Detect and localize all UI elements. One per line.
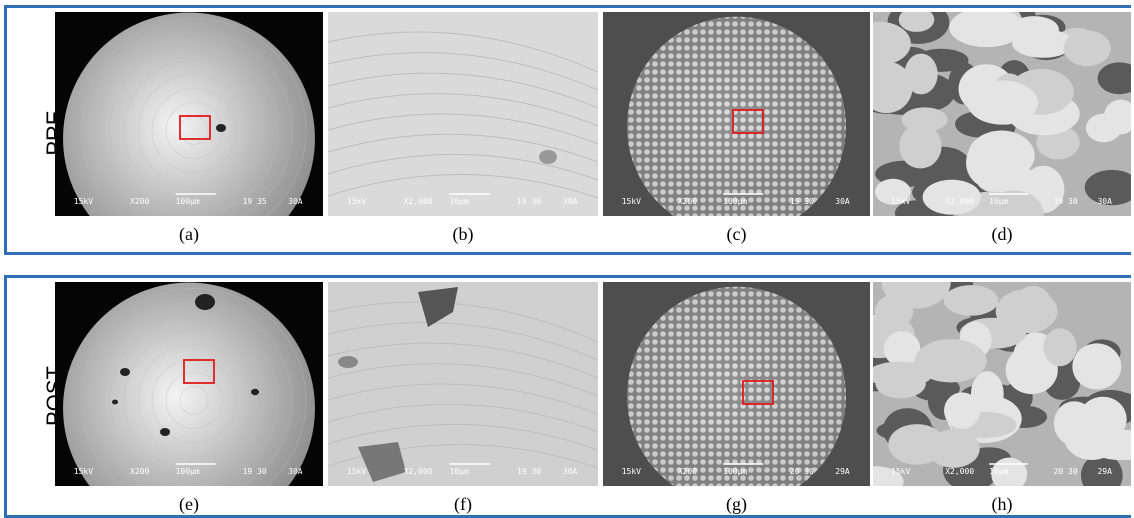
ridge: [944, 392, 980, 429]
overlay-text: X200: [130, 467, 149, 476]
overlay-text: X2,000: [945, 467, 974, 476]
overlay-text: 30A: [288, 197, 303, 206]
sem-image: 15kV X200 100µm 19 30 30A: [55, 282, 323, 486]
overlay-text: X2,000: [945, 197, 974, 206]
ridge: [884, 331, 920, 367]
sem-image: 15kV X2,000 10µm 19 30 30A: [328, 282, 598, 486]
overlay-text: 30A: [563, 197, 578, 206]
overlay-text: 19 30: [517, 467, 541, 476]
ridge: [915, 339, 987, 382]
caption: (d): [873, 224, 1131, 245]
overlay-text: 30A: [563, 467, 578, 476]
caption: (f): [328, 494, 598, 515]
overlay-text: 19 30: [517, 197, 541, 206]
overlay-text: X200: [130, 197, 149, 206]
overlay-text: 30A: [288, 467, 303, 476]
caption: (e): [55, 494, 323, 515]
ridge: [1072, 343, 1121, 389]
overlay-text: 30A: [835, 197, 850, 206]
overlay-text: 30A: [1097, 197, 1112, 206]
overlay-text: 19 30: [790, 197, 814, 206]
overlay-text: X2,000: [404, 467, 433, 476]
overlay-text: 19 35: [243, 197, 267, 206]
caption: (c): [603, 224, 870, 245]
sem-image: 15kV X2,000 10µm 19 30 30A: [328, 12, 598, 216]
flake: [338, 356, 358, 368]
spot: [112, 400, 118, 405]
ridge: [1086, 114, 1122, 143]
sem-image: 15kV X2,000 10µm 20 30 29A: [873, 282, 1131, 486]
overlay-text: 15kV: [74, 197, 93, 206]
overlay-text: 29A: [1097, 467, 1112, 476]
overlay-text: 10µm: [989, 197, 1008, 206]
spot: [120, 368, 130, 376]
ridge: [1054, 401, 1095, 445]
overlay-text: 15kV: [622, 467, 641, 476]
overlay-text: 15kV: [891, 467, 910, 476]
sem-image: 15kV X200 100µm 19 35 30A: [55, 12, 323, 216]
sem-image: 15kV X2,000 10µm 19 30 30A: [873, 12, 1131, 216]
overlay-text: 15kV: [347, 197, 366, 206]
overlay-text: 20 30: [790, 467, 814, 476]
page: PRE15kVX200100µm19 3530A(a)15kVX2,00010µ…: [0, 0, 1134, 518]
ridge: [875, 295, 913, 328]
overlay-text: 15kV: [347, 467, 366, 476]
overlay-text: 100µm: [723, 467, 747, 476]
overlay-text: 15kV: [891, 197, 910, 206]
overlay-text: X200: [678, 197, 697, 206]
overlay-text: 10µm: [989, 467, 1008, 476]
overlay-text: X2,000: [404, 197, 433, 206]
ridge: [967, 80, 1038, 124]
overlay-text: 100µm: [176, 467, 200, 476]
sem-image: 15kV X200 100µm 20 30 29A: [603, 282, 870, 486]
overlay-text: 10µm: [450, 467, 469, 476]
overlay-text: 10µm: [450, 197, 469, 206]
caption: (b): [328, 224, 598, 245]
ridge: [1043, 328, 1076, 366]
overlay-text: 15kV: [622, 197, 641, 206]
ridge: [899, 124, 941, 169]
spot: [195, 294, 215, 310]
caption: (g): [603, 494, 870, 515]
overlay-text: 15kV: [74, 467, 93, 476]
overlay-text: 29A: [835, 467, 850, 476]
overlay-text: 100µm: [176, 197, 200, 206]
overlay-text: 20 30: [1054, 467, 1078, 476]
caption: (a): [55, 224, 323, 245]
overlay-text: 100µm: [723, 197, 747, 206]
spot: [216, 124, 226, 132]
ridge: [888, 424, 945, 465]
ridge: [944, 285, 999, 316]
overlay-text: 19 30: [1054, 197, 1078, 206]
overlay-text: X200: [678, 467, 697, 476]
sem-image: 15kV X200 100µm 19 30 30A: [603, 12, 870, 216]
overlay-text: 19 30: [243, 467, 267, 476]
spot: [251, 389, 259, 395]
caption: (h): [873, 494, 1131, 515]
spot: [160, 428, 170, 436]
ridge: [1064, 31, 1111, 67]
ridge: [968, 131, 1035, 181]
flake: [539, 150, 557, 164]
